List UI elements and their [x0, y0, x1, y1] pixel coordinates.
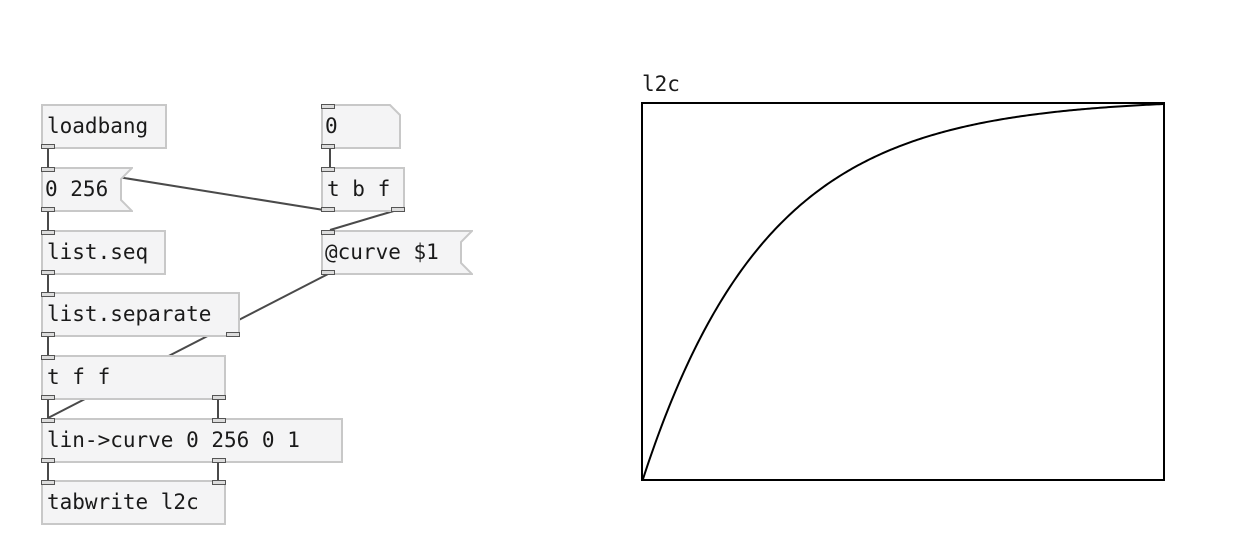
inlet-left-port[interactable]: [41, 480, 55, 485]
outlet-right-port[interactable]: [212, 395, 226, 400]
number-box-value: 0: [325, 114, 338, 138]
outlet-right-port[interactable]: [391, 207, 405, 212]
outlet-left-port[interactable]: [41, 332, 55, 337]
list-separate-object[interactable]: list.separate: [41, 292, 240, 337]
trigger-float-float-label: t f f: [47, 365, 111, 389]
inlet-port[interactable]: [321, 230, 335, 235]
cord-trigger-bf-to-curve-msg[interactable]: [329, 209, 398, 231]
list-seq-object[interactable]: list.seq: [41, 230, 166, 275]
outlet-port[interactable]: [321, 270, 335, 275]
curve-message[interactable]: @curve $1: [321, 230, 473, 275]
lin-curve-object[interactable]: lin->curve 0 256 0 1: [41, 418, 343, 463]
inlet-right-port[interactable]: [212, 418, 226, 423]
list-seq-label: list.seq: [47, 240, 149, 264]
cord-range-to-trigger-bf[interactable]: [117, 176, 331, 212]
trigger-bang-float-label: t b f: [327, 177, 391, 201]
number-box-shape: [321, 104, 401, 149]
inlet-port[interactable]: [41, 230, 55, 235]
outlet-left-port[interactable]: [41, 458, 55, 463]
range-message-label: 0 256: [45, 177, 109, 201]
array-curve-line: [643, 104, 1163, 479]
outlet-port[interactable]: [41, 207, 55, 212]
inlet-left-port[interactable]: [41, 418, 55, 423]
trigger-float-float-object[interactable]: t f f: [41, 355, 226, 400]
outlet-left-port[interactable]: [321, 207, 335, 212]
inlet-port[interactable]: [41, 355, 55, 360]
tabwrite-object[interactable]: tabwrite l2c: [41, 480, 226, 525]
list-separate-label: list.separate: [47, 302, 212, 326]
inlet-port[interactable]: [41, 167, 55, 172]
array-graph[interactable]: [641, 102, 1165, 481]
outlet-port[interactable]: [41, 270, 55, 275]
trigger-bang-float-object[interactable]: t b f: [321, 167, 405, 212]
inlet-right-port[interactable]: [212, 480, 226, 485]
inlet-port[interactable]: [321, 167, 335, 172]
inlet-port[interactable]: [41, 292, 55, 297]
outlet-port[interactable]: [41, 144, 55, 149]
curve-message-label: @curve $1: [325, 240, 439, 264]
number-box[interactable]: 0: [321, 104, 401, 149]
loadbang-object[interactable]: loadbang: [41, 104, 167, 149]
inlet-port[interactable]: [321, 104, 335, 109]
range-message[interactable]: 0 256: [41, 167, 133, 212]
outlet-right-port[interactable]: [226, 332, 240, 337]
tabwrite-label: tabwrite l2c: [47, 490, 199, 514]
lin-curve-label: lin->curve 0 256 0 1: [47, 428, 300, 452]
outlet-left-port[interactable]: [41, 395, 55, 400]
array-name-label: l2c: [642, 72, 680, 96]
array-curve-plot: [643, 104, 1163, 479]
loadbang-object-label: loadbang: [47, 114, 149, 138]
outlet-port[interactable]: [321, 144, 335, 149]
outlet-right-port[interactable]: [212, 458, 226, 463]
